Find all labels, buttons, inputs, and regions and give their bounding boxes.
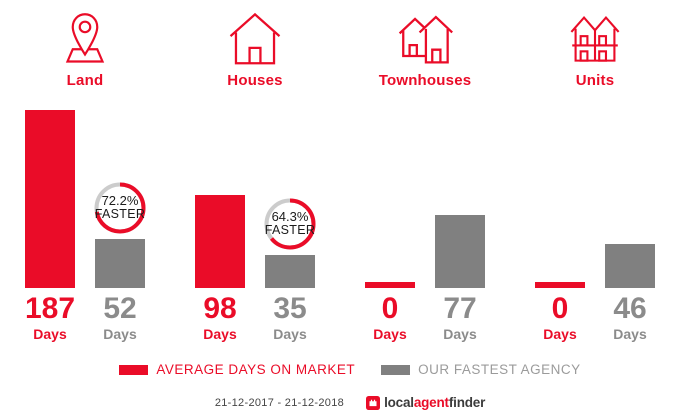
value-unit: Days (373, 326, 407, 342)
value-number: 0 (551, 292, 569, 325)
category-group-units: Units 0 Days 46 Days (535, 0, 655, 345)
value-number: 46 (613, 292, 647, 325)
badge-word: FASTER (94, 206, 146, 221)
faster-badge-text: 64.3% FASTER (263, 197, 317, 251)
fastest-agency-value: 77 Days (435, 294, 485, 342)
units-icon (535, 4, 655, 66)
fastest-agency-bar (95, 238, 145, 288)
townhouses-icon (365, 4, 485, 66)
value-number: 187 (25, 292, 76, 325)
value-number: 52 (103, 292, 137, 325)
bar-pair (535, 0, 655, 288)
value-number: 98 (203, 292, 237, 325)
value-unit: Days (203, 326, 237, 342)
avg-days-value: 98 Days (195, 294, 245, 342)
badge-percent: 72.2% (101, 192, 139, 208)
bar-pair: 72.2% FASTER (25, 0, 147, 288)
fastest-agency-bar (435, 214, 485, 288)
bar-pair (365, 0, 485, 288)
avg-days-bar (195, 194, 245, 288)
value-number: 0 (381, 292, 399, 325)
fastest-agency-value: 46 Days (605, 294, 655, 342)
avg-days-value: 0 Days (535, 294, 585, 342)
logo-part-finder: finder (448, 395, 486, 410)
avg-days-bar (365, 282, 415, 288)
value-unit: Days (103, 326, 137, 342)
land-icon (25, 4, 145, 66)
legend-swatch-gray (381, 364, 411, 375)
badge-word: FASTER (264, 223, 316, 238)
value-unit: Days (613, 326, 647, 342)
avg-days-bar (535, 282, 585, 288)
faster-badge-text: 72.2% FASTER (93, 181, 147, 235)
value-unit: Days (33, 326, 67, 342)
category-label: Houses (227, 72, 283, 89)
fastest-agency-bar (265, 254, 315, 288)
legend-swatch-red (119, 364, 149, 375)
date-range: 21-12-2017 - 21-12-2018 (214, 396, 345, 409)
chart-legend: AVERAGE DAYS ON MARKET OUR FASTEST AGENC… (0, 362, 700, 377)
category-group-land: Land 72.2% FASTER 187 Days 52 Days (25, 0, 147, 345)
chart-footer: 21-12-2017 - 21-12-2018 localagentfinder (0, 395, 700, 410)
category-label: Townhouses (378, 72, 472, 89)
category-group-townhouses: Townhouses 0 Days 77 Days (365, 0, 485, 345)
legend-label: OUR FASTEST AGENCY (418, 362, 581, 377)
value-unit: Days (543, 326, 577, 342)
fastest-agency-bar (605, 244, 655, 288)
logo-mark-icon (366, 395, 381, 410)
avg-days-value: 187 Days (25, 294, 75, 342)
category-group-houses: Houses 64.3% FASTER 98 Days 35 Days (195, 0, 317, 345)
avg-days-bar (25, 110, 75, 288)
legend-item-fastest-agency: OUR FASTEST AGENCY (381, 362, 581, 377)
logo-text: localagentfinder (384, 395, 485, 410)
faster-badge: 64.3% FASTER (263, 197, 317, 251)
category-label: Land (66, 72, 104, 89)
value-number: 77 (443, 292, 477, 325)
fastest-agency-value: 35 Days (265, 294, 315, 342)
logo-part-local: local (384, 395, 414, 410)
avg-days-value: 0 Days (365, 294, 415, 342)
legend-label: AVERAGE DAYS ON MARKET (156, 362, 356, 377)
fastest-agency-value: 52 Days (95, 294, 145, 342)
bar-pair: 64.3% FASTER (195, 0, 317, 288)
value-unit: Days (443, 326, 477, 342)
localagentfinder-logo: localagentfinder (366, 395, 485, 410)
value-number: 35 (273, 292, 307, 325)
legend-item-average-days: AVERAGE DAYS ON MARKET (119, 362, 355, 377)
badge-percent: 64.3% (271, 208, 309, 224)
category-label: Units (575, 72, 615, 89)
faster-badge: 72.2% FASTER (93, 181, 147, 235)
value-unit: Days (273, 326, 307, 342)
houses-icon (195, 4, 315, 66)
logo-part-agent: agent (413, 395, 449, 410)
